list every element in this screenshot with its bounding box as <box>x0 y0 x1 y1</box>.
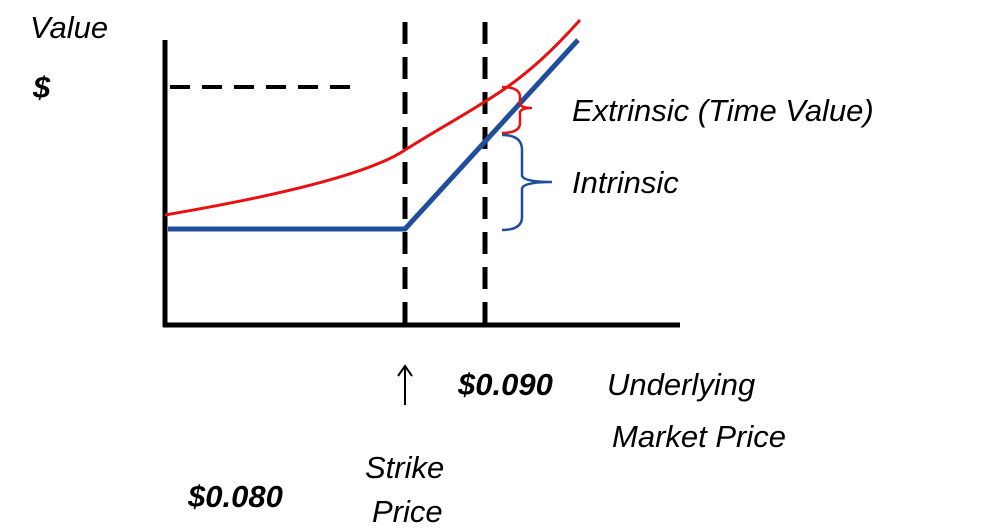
market-price-label: Market Price <box>612 419 786 454</box>
y-axis-label: Value <box>30 10 108 45</box>
market-price-value: $0.090 <box>457 367 553 402</box>
intrinsic-brace <box>501 133 553 232</box>
option-value-curve <box>164 19 582 217</box>
market-price-label: Underlying <box>607 367 755 402</box>
strike-arrow-head <box>397 364 413 377</box>
extrinsic-label: Extrinsic (Time Value) <box>572 93 874 128</box>
y-axis-unit: $ <box>32 70 51 105</box>
strike-label: Strike <box>365 450 444 485</box>
extrinsic-brace <box>501 85 533 135</box>
strike-value: $0.080 <box>187 479 283 514</box>
intrinsic-line <box>168 38 580 232</box>
strike-label: Price <box>372 494 443 529</box>
intrinsic-label: Intrinsic <box>572 165 679 200</box>
